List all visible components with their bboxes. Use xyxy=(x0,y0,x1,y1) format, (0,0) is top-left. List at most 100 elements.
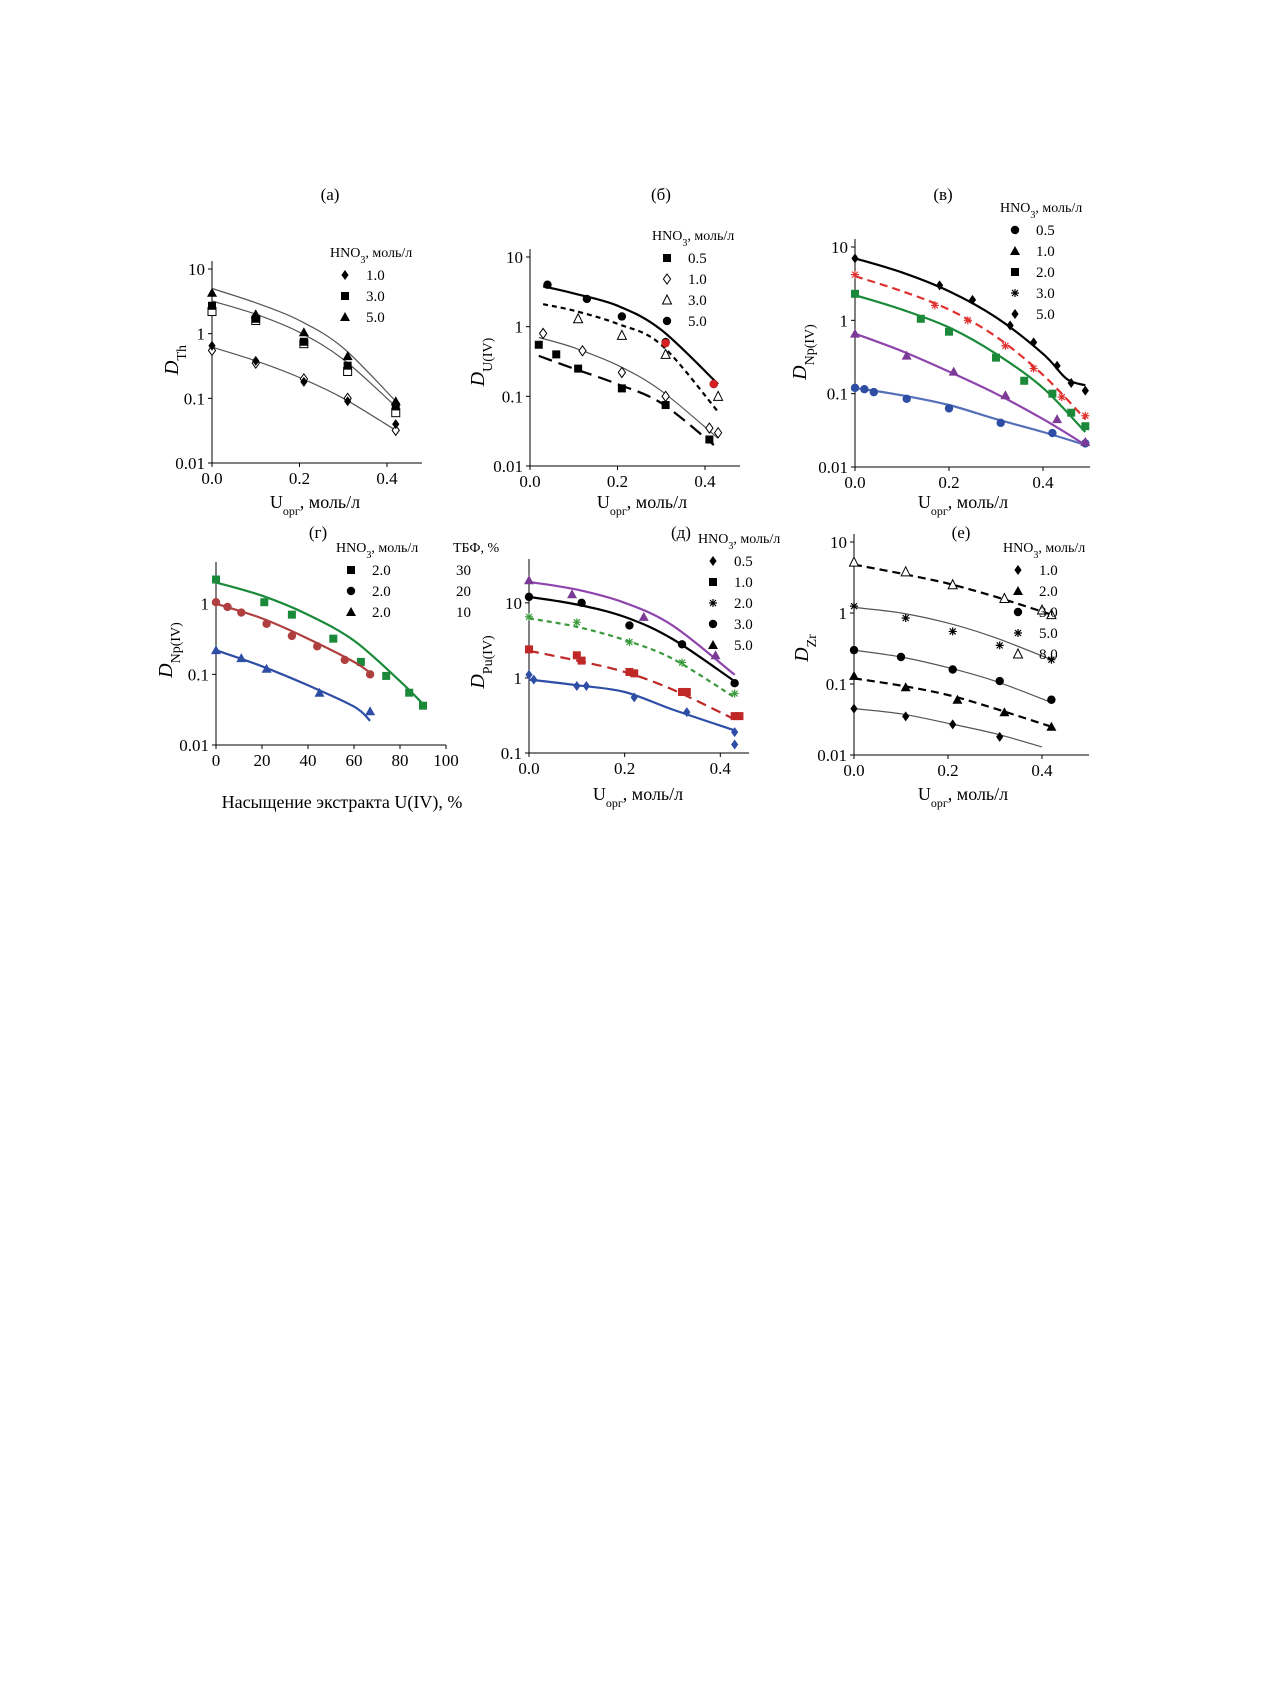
data-point xyxy=(1080,436,1091,446)
legend-title-tail: , моль/л xyxy=(365,246,412,261)
legend-marker xyxy=(1014,565,1022,575)
legend-label: 2.0 xyxy=(1039,584,1058,600)
x-tick-label: 0.4 xyxy=(710,759,732,778)
data-point xyxy=(850,602,858,611)
panel-label: (в) xyxy=(933,185,952,204)
legend-title-tail: , моль/л xyxy=(687,229,734,244)
x-tick-label: 0.4 xyxy=(1031,761,1053,780)
legend-title-sub: 3 xyxy=(682,238,687,249)
series-curve xyxy=(853,563,1052,616)
data-point xyxy=(730,689,739,698)
x-axis-title-main: U xyxy=(918,784,931,804)
data-point xyxy=(1081,422,1090,431)
series-curve xyxy=(211,346,397,431)
data-point xyxy=(630,669,639,678)
x-tick-label: 0.2 xyxy=(614,759,635,778)
data-point xyxy=(1067,408,1076,417)
data-point xyxy=(1020,376,1029,385)
series-curve xyxy=(853,677,1052,728)
data-point xyxy=(996,418,1005,428)
legend-title-sub: 3 xyxy=(360,255,365,266)
data-point xyxy=(313,642,322,651)
data-point xyxy=(365,706,376,716)
legend-extra-label: 20 xyxy=(456,584,471,600)
legend-label: 2.0 xyxy=(372,584,391,600)
series-curve xyxy=(853,708,1043,748)
series-curve xyxy=(215,581,424,705)
data-point xyxy=(948,665,957,674)
y-tick-label: 1 xyxy=(197,325,206,344)
data-point xyxy=(260,598,269,607)
data-point xyxy=(342,351,353,361)
data-point xyxy=(616,329,628,340)
data-point xyxy=(849,670,859,680)
data-point xyxy=(731,739,739,750)
data-point xyxy=(577,656,586,665)
y-axis-title-main: D xyxy=(161,360,183,376)
legend-title: HNO3, моль/л xyxy=(330,246,412,266)
data-point xyxy=(625,667,634,676)
data-point xyxy=(661,390,670,403)
series-curve xyxy=(528,649,736,721)
data-point xyxy=(1046,608,1057,620)
data-point xyxy=(340,655,349,665)
data-point xyxy=(995,641,1004,650)
data-point xyxy=(851,270,859,279)
legend-marker xyxy=(341,270,349,280)
data-point xyxy=(850,383,860,393)
data-point xyxy=(944,404,954,413)
legend-marker xyxy=(346,586,356,596)
data-point xyxy=(543,280,552,289)
y-axis-title-main: D xyxy=(467,674,489,690)
data-point xyxy=(709,379,718,389)
x-tick-label: 0.2 xyxy=(937,761,958,780)
data-point xyxy=(211,598,221,607)
data-point xyxy=(995,676,1004,686)
x-tick-label: 0.0 xyxy=(201,469,222,488)
data-point xyxy=(261,663,272,673)
y-tick-label: 1 xyxy=(201,595,210,614)
data-point xyxy=(710,650,721,660)
legend-label: 5.0 xyxy=(366,310,385,326)
chart-panel-4: (г)10.10.010 20 40 60 80 100DNp(IV)Насыщение … xyxy=(155,523,499,813)
y-axis-title-sub: Zr xyxy=(805,634,820,648)
legend-title: HNO3, моль/л xyxy=(698,532,780,552)
legend-label: 5.0 xyxy=(1039,626,1058,642)
x-tick-label: 0.2 xyxy=(607,472,628,491)
legend-marker xyxy=(1014,629,1022,637)
data-point xyxy=(1067,377,1075,388)
data-point xyxy=(968,294,977,305)
data-point xyxy=(948,366,959,376)
data-point xyxy=(678,687,687,696)
x-axis-title-main: U xyxy=(270,492,283,512)
legend-label: 1.0 xyxy=(734,575,753,591)
y-tick-label: 0.1 xyxy=(501,744,522,763)
data-point xyxy=(344,396,352,407)
data-point xyxy=(1057,393,1066,402)
legend-title-main: HNO xyxy=(1000,201,1030,216)
legend-title-2: ТБФ, % xyxy=(453,541,499,556)
series-curve xyxy=(853,606,1052,661)
y-axis-title-sub: U(IV) xyxy=(481,337,496,372)
x-axis-title: Uорг, моль/л xyxy=(918,492,1008,518)
x-tick-label: 100 xyxy=(433,751,459,770)
y-tick-label: 0.01 xyxy=(818,458,848,477)
data-point xyxy=(948,627,957,636)
legend-title-main: HNO xyxy=(1003,541,1033,556)
x-axis-title-tail: , моль/л xyxy=(948,492,1008,512)
y-axis-title-main: D xyxy=(789,365,811,381)
legend-title: HNO3, моль/л xyxy=(336,541,418,561)
data-point xyxy=(916,314,925,323)
y-tick-label: 0.1 xyxy=(826,675,847,694)
data-point xyxy=(524,592,534,602)
y-tick-label: 1 xyxy=(840,311,849,330)
data-point xyxy=(851,253,859,264)
data-point xyxy=(299,337,308,346)
x-axis-title-tail: , моль/л xyxy=(627,492,687,512)
data-point xyxy=(287,610,296,619)
x-axis-title-main: Насыщение экстракта U(IV), % xyxy=(222,792,463,813)
x-axis-title-main: U xyxy=(597,492,610,512)
x-axis-title-tail: , моль/л xyxy=(623,784,683,804)
legend-marker xyxy=(1012,647,1024,659)
